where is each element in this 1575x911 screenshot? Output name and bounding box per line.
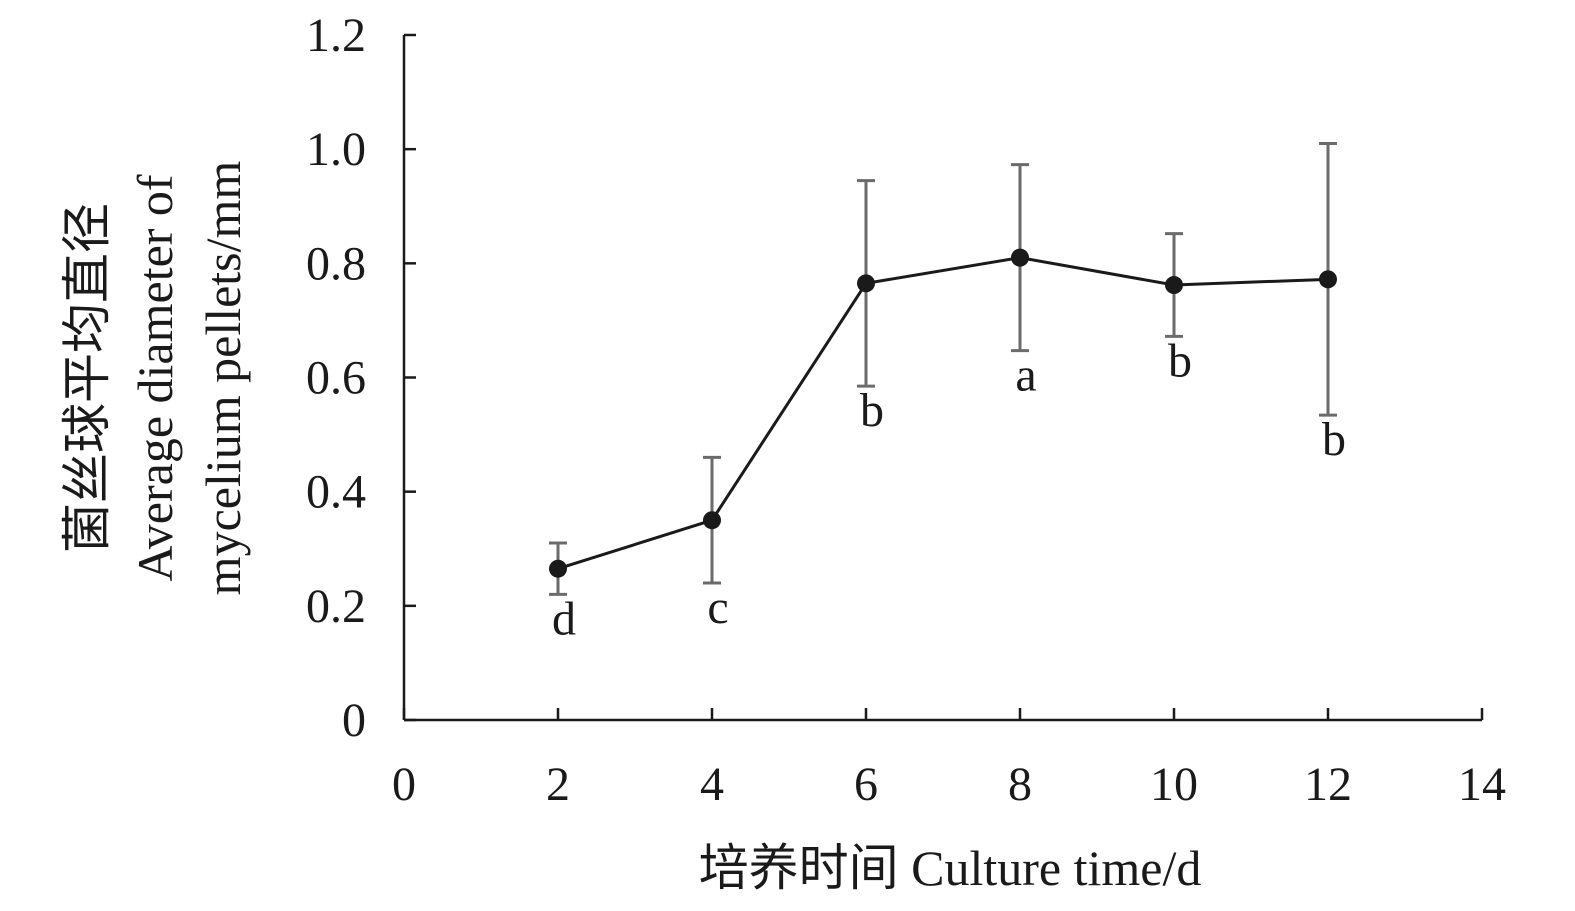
data-points (549, 248, 1337, 578)
series-line-group (557, 256, 1329, 571)
significance-labels: d c b a b b (552, 334, 1346, 645)
significance-label: d (552, 592, 576, 645)
y-axis-title-line-1: 菌丝球平均直径 (59, 203, 115, 553)
x-tick-label: 14 (1458, 758, 1506, 811)
x-tick-label: 4 (700, 758, 724, 811)
y-tick-label: 0.4 (306, 466, 366, 519)
x-tick-label: 12 (1304, 758, 1352, 811)
data-point (703, 511, 721, 530)
data-point (1011, 248, 1029, 267)
error-bars (549, 141, 1337, 596)
x-tick-label: 0 (392, 758, 416, 811)
significance-label: a (1015, 349, 1036, 402)
y-axis-ticks: 0 0.2 0.4 0.6 0.8 1.0 1.2 (306, 9, 416, 747)
y-tick-label: 0.6 (306, 352, 366, 405)
x-tick-label: 8 (1008, 758, 1032, 811)
y-axis-title-line-3: mycelium pellets/mm (195, 161, 251, 596)
x-axis-title: 培养时间 Culture time/d (699, 840, 1202, 896)
y-tick-label: 1.0 (306, 123, 366, 176)
significance-label: c (707, 581, 728, 634)
y-tick-label: 0.8 (306, 237, 366, 290)
data-point (549, 559, 567, 578)
x-tick-label: 10 (1150, 758, 1198, 811)
x-tick-label: 2 (546, 758, 570, 811)
y-tick-label: 0 (342, 694, 366, 747)
y-tick-label: 1.2 (306, 9, 366, 62)
series-line (557, 256, 1329, 571)
data-point (857, 274, 875, 293)
data-point (1319, 270, 1337, 289)
significance-label: b (1168, 334, 1192, 387)
data-point (1165, 276, 1183, 295)
significance-label: b (1322, 413, 1346, 466)
x-tick-label: 6 (854, 758, 878, 811)
significance-label: b (860, 384, 884, 437)
y-tick-label: 0.2 (306, 580, 366, 633)
x-axis-ticks: 0 2 4 6 8 10 12 14 (392, 708, 1506, 811)
y-axis-title-line-2: Average diameter of (127, 174, 183, 582)
